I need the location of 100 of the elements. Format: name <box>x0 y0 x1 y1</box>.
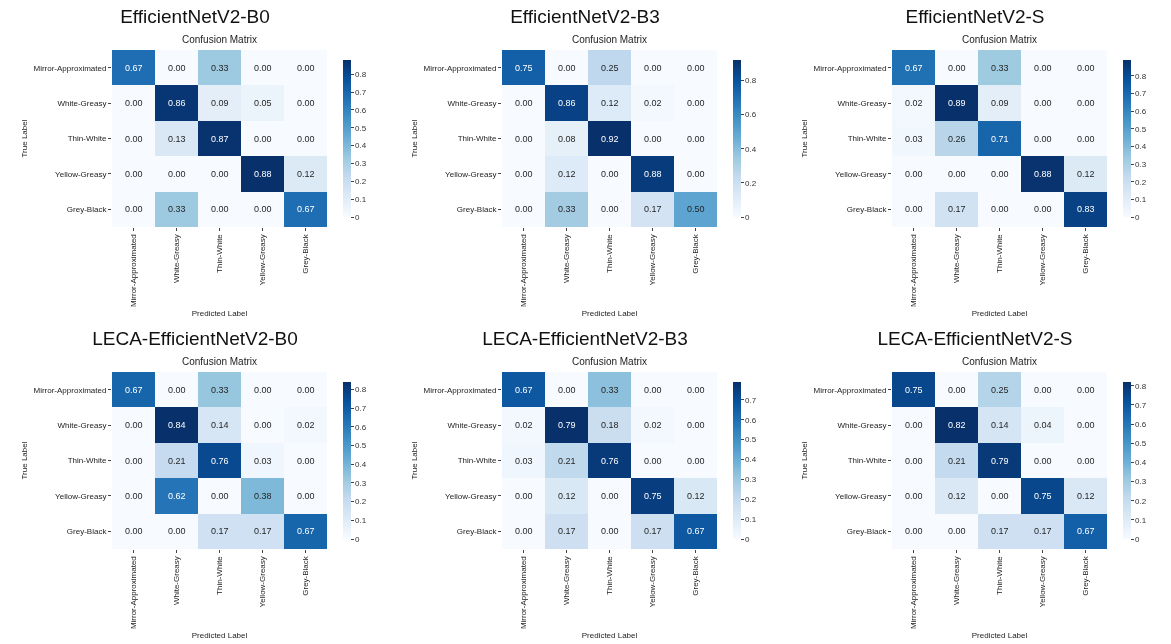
color-bar-label: 0.3 <box>355 478 367 488</box>
x-tick-label: White-Greasy <box>952 234 962 284</box>
data-label: 0.00 <box>211 204 229 214</box>
data-label: 0.00 <box>515 134 533 144</box>
data-label: 0.00 <box>168 169 186 179</box>
x-tick-label: Yellow-Greasy <box>1038 234 1048 286</box>
data-label: 0.25 <box>601 63 619 73</box>
x-axis-title: Predicted Label <box>971 631 1028 641</box>
y-tick-label: Yellow-Greasy <box>55 169 107 179</box>
x-axis-title: Predicted Label <box>581 309 638 319</box>
data-label: 0.00 <box>905 204 923 214</box>
y-tick-label: Grey-Black <box>456 205 498 215</box>
data-label: 0.82 <box>948 420 966 430</box>
data-label: 0.00 <box>254 204 272 214</box>
data-label: 0.00 <box>905 491 923 501</box>
data-label: 0.03 <box>515 456 533 466</box>
color-bar-label: 0.3 <box>1135 477 1147 487</box>
data-label: 0.00 <box>211 169 229 179</box>
data-label: 0.12 <box>687 491 705 501</box>
data-label: 0.00 <box>687 134 705 144</box>
y-tick-label: Grey-Black <box>66 205 108 215</box>
color-bar-label: 0.5 <box>745 435 757 445</box>
y-tick-label: White-Greasy <box>57 98 107 108</box>
data-label: 0.00 <box>168 385 186 395</box>
y-tick-label: Mirror-Approximated <box>33 385 107 395</box>
data-label: 0.88 <box>644 169 662 179</box>
data-label: 0.33 <box>601 385 619 395</box>
data-label: 0.00 <box>948 385 966 395</box>
y-tick-label: Mirror-Approximated <box>423 385 497 395</box>
data-label: 0.00 <box>1034 456 1052 466</box>
data-label: 0.00 <box>1077 385 1095 395</box>
color-bar-label: 0 <box>355 212 361 222</box>
data-label: 0.00 <box>1077 456 1095 466</box>
data-label: 0.21 <box>948 456 966 466</box>
data-label: 0.03 <box>905 134 923 144</box>
y-tick-label: Mirror-Approximated <box>423 63 497 73</box>
data-label: 0.21 <box>168 456 186 466</box>
color-bar-label: 0.3 <box>745 475 757 485</box>
data-label: 0.71 <box>991 134 1009 144</box>
data-label: 0.09 <box>211 98 229 108</box>
y-tick-label: White-Greasy <box>447 98 497 108</box>
data-label: 0.88 <box>1034 169 1052 179</box>
data-label: 0.14 <box>991 420 1009 430</box>
color-bar-label: 0.6 <box>745 110 757 120</box>
y-tick-label: Thin-White <box>847 134 887 144</box>
chart-subtitle: Confusion Matrix <box>571 356 648 368</box>
data-label: 0.00 <box>948 169 966 179</box>
chart-title: LECA-EfficientNetV2-B0 <box>91 328 299 350</box>
data-label: 0.05 <box>254 98 272 108</box>
color-bar-label: 0.7 <box>745 395 757 405</box>
data-label: 0.75 <box>905 385 923 395</box>
data-label: 0.17 <box>948 204 966 214</box>
color-bar-label: 0.2 <box>1135 177 1147 187</box>
data-label: 0.12 <box>297 169 315 179</box>
data-label: 0.00 <box>1077 98 1095 108</box>
data-label: 0.17 <box>644 204 662 214</box>
color-bar-label: 0 <box>355 534 361 544</box>
x-tick-label: Yellow-Greasy <box>258 556 268 608</box>
data-label: 0.76 <box>211 456 229 466</box>
data-label: 0.12 <box>558 491 576 501</box>
x-tick-label: White-Greasy <box>562 234 572 284</box>
data-label: 0.83 <box>1077 204 1095 214</box>
y-tick-label: Thin-White <box>847 456 887 466</box>
x-tick-label: Thin-White <box>995 233 1005 273</box>
chart-title: LECA-EfficientNetV2-S <box>876 328 1074 350</box>
data-label: 0.00 <box>515 98 533 108</box>
x-tick-label: Grey-Black <box>691 555 701 596</box>
color-bar-label: 0.6 <box>1135 419 1147 429</box>
data-label: 0.00 <box>558 385 576 395</box>
data-label: 0.00 <box>1034 385 1052 395</box>
x-tick-label: Thin-White <box>605 233 615 273</box>
data-label: 0.67 <box>905 63 923 73</box>
color-bar-label: 0.6 <box>355 422 367 432</box>
y-tick-label: Yellow-Greasy <box>835 169 887 179</box>
data-label: 0.00 <box>991 491 1009 501</box>
data-label: 0.33 <box>211 63 229 73</box>
data-label: 0.00 <box>515 204 533 214</box>
x-tick-label: Thin-White <box>215 555 225 595</box>
y-axis-title: True Label <box>410 119 420 158</box>
data-label: 0.67 <box>297 204 315 214</box>
data-label: 0.12 <box>948 491 966 501</box>
data-label: 0.17 <box>254 526 272 536</box>
data-label: 0.00 <box>644 63 662 73</box>
color-bar-label: 0.2 <box>1135 496 1147 506</box>
data-label: 0.00 <box>297 491 315 501</box>
data-label: 0.86 <box>558 98 576 108</box>
y-tick-label: Thin-White <box>457 134 497 144</box>
x-tick-label: White-Greasy <box>952 556 962 606</box>
color-bar-label: 0.7 <box>355 87 367 97</box>
y-tick-label: Thin-White <box>457 456 497 466</box>
x-axis-title: Predicted Label <box>191 631 248 641</box>
y-tick-label: White-Greasy <box>837 420 887 430</box>
data-label: 0.00 <box>254 420 272 430</box>
color-bar-label: 0.7 <box>1135 89 1147 99</box>
data-label: 0.84 <box>168 420 186 430</box>
color-bar-label: 0.6 <box>1135 106 1147 116</box>
data-label: 0.26 <box>948 134 966 144</box>
y-tick-label: Mirror-Approximated <box>33 63 107 73</box>
data-label: 0.00 <box>948 526 966 536</box>
data-label: 0.00 <box>1077 420 1095 430</box>
